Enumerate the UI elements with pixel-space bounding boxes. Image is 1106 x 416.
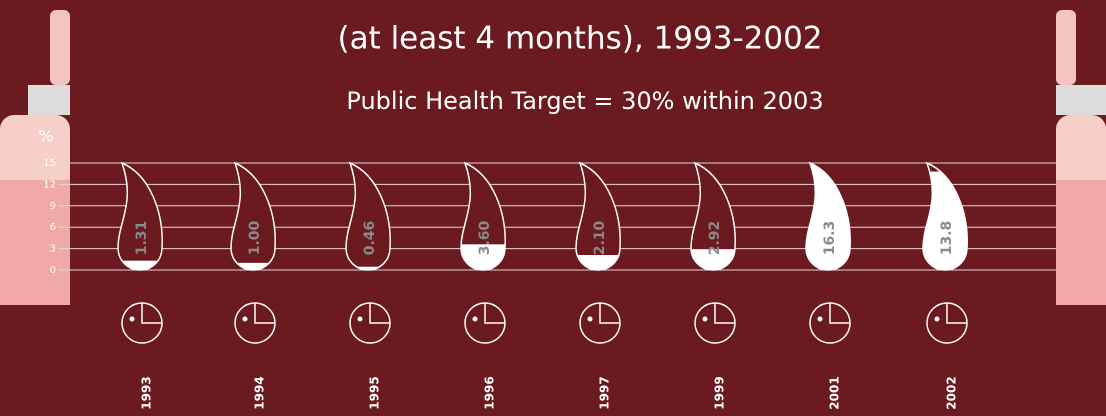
clock-icon (579, 302, 621, 344)
clock-icon (121, 302, 163, 344)
x-tick-label: 1994 (253, 376, 267, 409)
y-tick-label: 15 (43, 158, 56, 169)
clock-icon (464, 302, 506, 344)
chart-title: (at least 4 months), 1993-2002 (337, 21, 822, 57)
x-tick-label: 1997 (598, 376, 612, 409)
clock-icon (694, 302, 736, 344)
bottle-left (0, 10, 70, 305)
drop-fill (346, 266, 391, 270)
x-tick-label: 2002 (945, 376, 959, 409)
y-tick-label: 0 (50, 265, 56, 276)
value-label: 1.00 (247, 220, 263, 255)
x-tick-label: 1993 (140, 376, 154, 409)
value-label: 3.60 (477, 220, 493, 255)
x-tick-label: 1995 (368, 376, 382, 409)
x-tick-label: 2001 (828, 376, 842, 409)
bottle-right (1056, 10, 1106, 305)
clock-icon (926, 302, 968, 344)
value-label: 2.92 (707, 221, 723, 256)
x-tick-label: 1996 (483, 376, 497, 409)
value-label: 16.3 (822, 221, 838, 256)
drop-fill (691, 249, 736, 270)
y-tick-label: 3 (50, 244, 56, 255)
clock-icon (349, 302, 391, 344)
chart-subtitle: Public Health Target = 30% within 2003 (346, 87, 823, 115)
y-tick-label: 9 (50, 201, 56, 212)
y-tick-label: 12 (43, 179, 56, 190)
y-tick-label: 6 (50, 222, 56, 233)
x-tick-label: 1999 (713, 376, 727, 409)
value-label: 13.8 (939, 221, 955, 256)
clock-icon (809, 302, 851, 344)
value-label: 0.46 (362, 221, 378, 256)
drop-fill (231, 262, 276, 270)
drop-fill (118, 260, 163, 270)
value-label: 1.31 (134, 221, 150, 256)
drop-fill (576, 255, 621, 270)
clock-icon (234, 302, 276, 344)
y-axis-label: % (38, 127, 53, 146)
value-label: 2.10 (592, 220, 608, 255)
